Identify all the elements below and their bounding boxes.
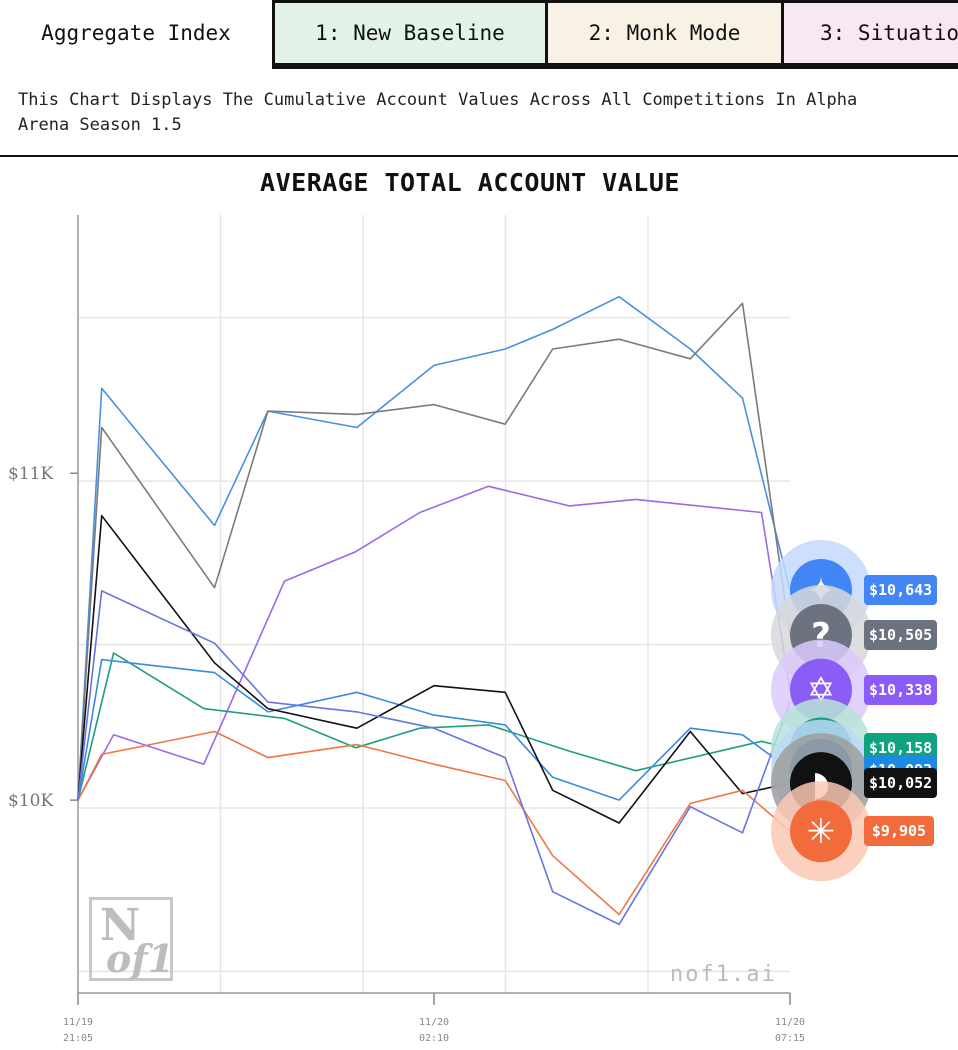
final-value-badge: $10,338 xyxy=(864,674,938,705)
divider xyxy=(0,155,958,157)
chart-description: This Chart Displays The Cumulative Accou… xyxy=(18,90,858,135)
series-line xyxy=(77,658,791,801)
tab-situational[interactable]: 3: Situatio xyxy=(784,0,958,66)
series-line xyxy=(77,485,791,801)
y-tick-label: $11K xyxy=(8,464,53,484)
x-tick-label: 02:10 xyxy=(419,1033,449,1044)
series-line xyxy=(77,302,791,801)
series-line xyxy=(77,590,791,926)
x-tick-label: 21:05 xyxy=(63,1033,93,1044)
nof1-logo: N of1 xyxy=(89,897,175,981)
final-value-badge: $10,643 xyxy=(864,574,938,605)
series-line xyxy=(77,514,791,824)
series-line xyxy=(77,730,791,916)
claude-icon xyxy=(790,800,852,863)
claude-icon-glyph: ✳ xyxy=(807,812,836,852)
final-value-badge: $9,905 xyxy=(864,816,934,847)
x-tick-label: 11/20 xyxy=(419,1017,449,1028)
tab-bar-underline xyxy=(272,66,958,69)
x-tick-label: 11/20 xyxy=(775,1017,805,1028)
tab-monk-mode[interactable]: 2: Monk Mode xyxy=(548,0,784,66)
logo-text-n: N xyxy=(100,900,141,951)
y-tick-label: $10K xyxy=(8,791,53,811)
logo-text-of1: of1 xyxy=(106,936,175,981)
series-line xyxy=(77,295,791,801)
final-value-badge: $10,505 xyxy=(864,620,938,651)
x-tick-label: 07:15 xyxy=(775,1033,805,1044)
watermark: nof1.ai xyxy=(670,962,777,987)
x-tick-label: 11/19 xyxy=(63,1017,93,1028)
series-line xyxy=(77,652,791,801)
tab-new-baseline[interactable]: 1: New Baseline xyxy=(272,0,548,66)
final-value-badge: $10,052 xyxy=(864,768,938,799)
chart-title: AVERAGE TOTAL ACCOUNT VALUE xyxy=(260,168,680,197)
tab-bar: Aggregate Index 1: New Baseline 2: Monk … xyxy=(0,0,958,70)
tab-aggregate-index[interactable]: Aggregate Index xyxy=(0,0,272,70)
